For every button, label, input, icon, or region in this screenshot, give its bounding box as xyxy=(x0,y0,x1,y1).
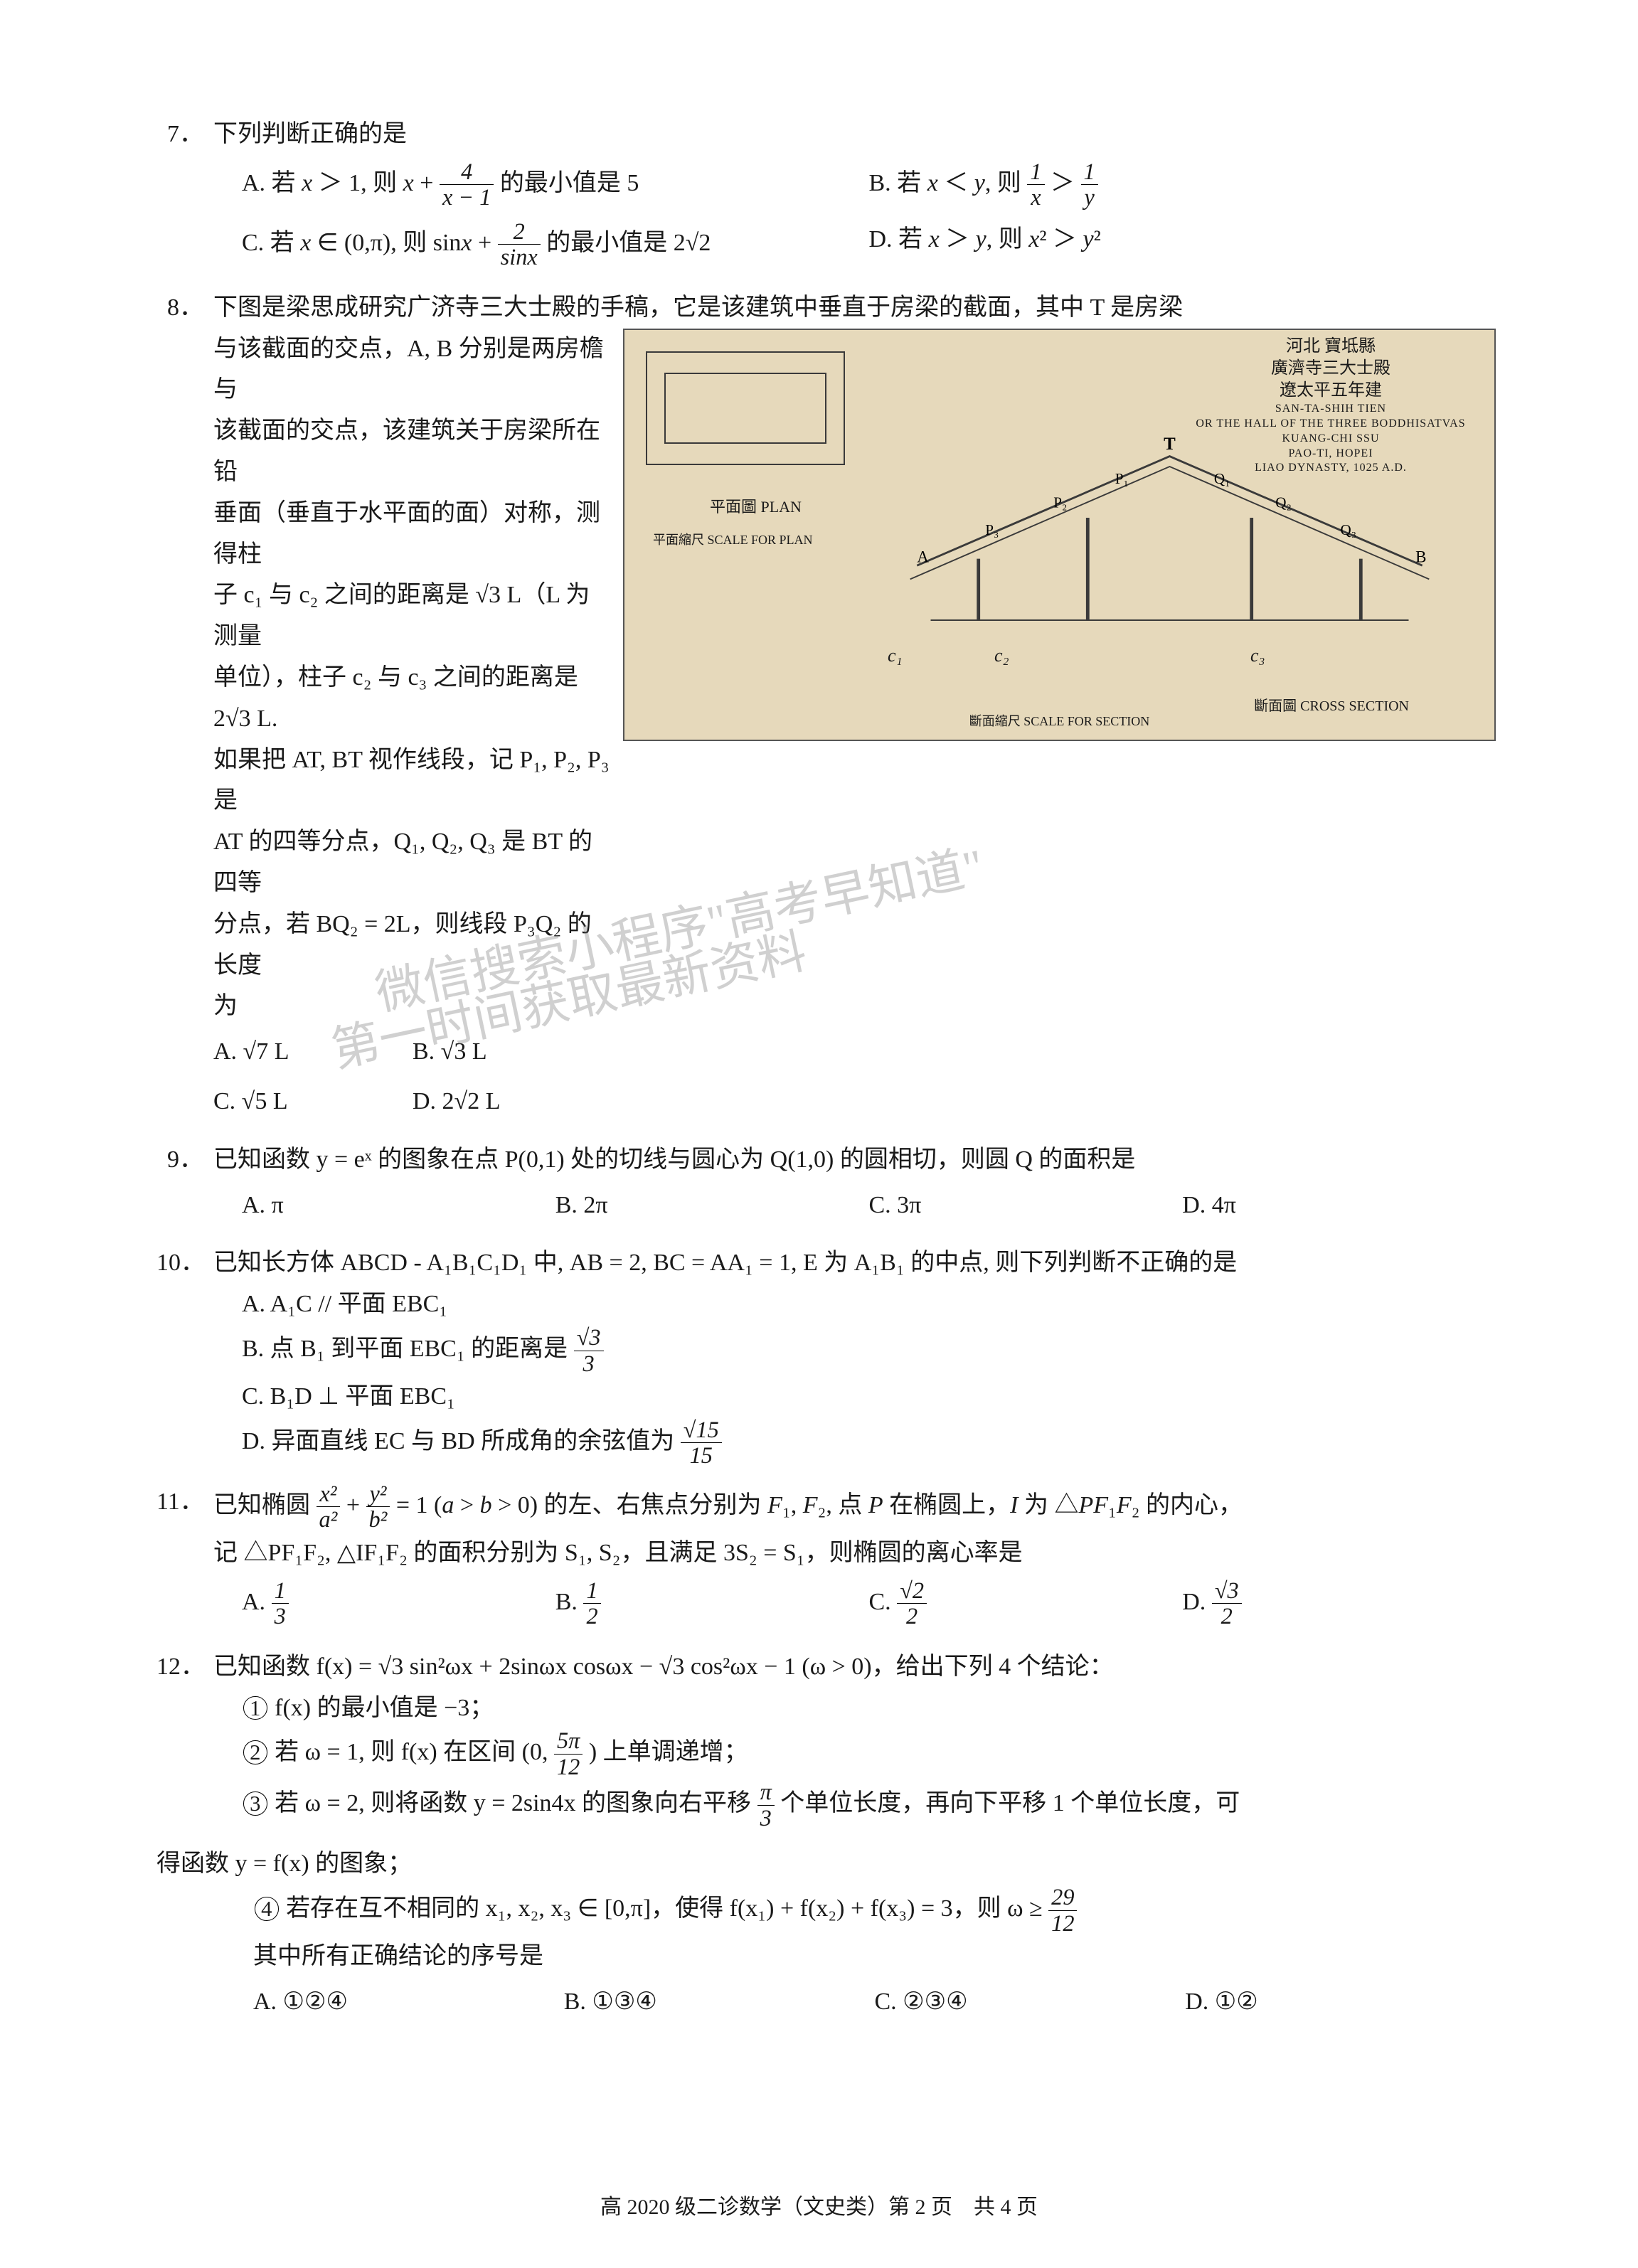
q9-stem: 已知函数 y = eˣ 的图象在点 P(0,1) 处的切线与圆心为 Q(1,0)… xyxy=(213,1139,1496,1181)
q11-opt-b: B. 12 xyxy=(555,1574,869,1634)
q7-number: 7． xyxy=(156,114,213,275)
q7-stem: 下列判断正确的是 xyxy=(213,114,1496,155)
question-12: 12． 已知函数 f(x) = √3 sin²ωx + 2sinωx cosωx… xyxy=(156,1646,1496,1831)
plan-label: 平面圖 PLAN xyxy=(710,494,802,520)
scale-cross-label: 斷面縮尺 SCALE FOR SECTION xyxy=(969,710,1150,733)
svg-text:B: B xyxy=(1415,547,1426,565)
q11-opt-c: C. √22 xyxy=(869,1574,1183,1634)
q10-number: 10． xyxy=(156,1242,213,1468)
q7-opt-a: A. 若 x ＞ 1, 则 x + 4x − 1 的最小值是 5 xyxy=(242,155,869,215)
q11-number: 11． xyxy=(156,1481,213,1634)
cross-section-drawing: T A B P₃ P₂ P₁ Q₁ Q₂ Q₃ xyxy=(866,415,1473,654)
q11-stem: 已知椭圆 x²a² + y²b² = 1 (a > b > 0) 的左、右焦点分… xyxy=(213,1481,1496,1533)
q12-opt-d: D. ①② xyxy=(1185,1977,1496,2027)
svg-text:Q₂: Q₂ xyxy=(1275,494,1292,511)
cross-label: 斷面圖 CROSS SECTION xyxy=(1254,694,1409,718)
svg-text:Q₃: Q₃ xyxy=(1341,521,1357,538)
q11-opt-a: A. 13 xyxy=(242,1574,555,1634)
q8-stem-line1: 下图是梁思成研究广济寺三大士殿的手稿，它是该建筑中垂直于房梁的截面，其中 T 是… xyxy=(213,287,1496,329)
q8-opt-d: D. 2√2 L xyxy=(413,1077,612,1127)
svg-text:P₃: P₃ xyxy=(985,521,999,538)
column-c2: c₂ xyxy=(994,640,1009,671)
q10-opt-c: C. B₁D ⊥ 平面 EBC₁ xyxy=(213,1376,1496,1417)
svg-text:P₂: P₂ xyxy=(1053,494,1067,511)
question-10: 10． 已知长方体 ABCD - A₁B₁C₁D₁ 中, AB = 2, BC … xyxy=(156,1242,1496,1468)
svg-text:T: T xyxy=(1164,435,1176,454)
q8-figure: 河北 寶坻縣廣濟寺三大士殿遼太平五年建 SAN-TA-SHIH TIENOR T… xyxy=(623,329,1496,741)
q8-l9: 为 xyxy=(213,986,612,1027)
q12-ask: 其中所有正确结论的序号是 xyxy=(156,1936,1496,1977)
q11-stem-l2: 记 △PF₁F₂, △IF₁F₂ 的面积分别为 S₁, S₂，且满足 3S₂ =… xyxy=(213,1533,1496,1574)
q10-opt-d: D. 异面直线 EC 与 BD 所成角的余弦值为 √1515 xyxy=(213,1417,1496,1469)
q9-opt-d: D. 4π xyxy=(1182,1181,1496,1230)
q8-text-block: 与该截面的交点，A, B 分别是两房檐与 该截面的交点，该建筑关于房梁所在铅 垂… xyxy=(213,329,612,1127)
q10-opt-b: B. 点 B₁ 到平面 EBC₁ 的距离是 √33 xyxy=(213,1325,1496,1376)
question-7: 7． 下列判断正确的是 A. 若 x ＞ 1, 则 x + 4x − 1 的最小… xyxy=(156,114,1496,275)
page-footer: 高 2020 级二诊数学（文史类）第 2 页 共 4 页 xyxy=(0,2189,1638,2225)
q8-opt-c: C. √5 L xyxy=(213,1077,413,1127)
q12-opt-c: C. ②③④ xyxy=(875,1977,1186,2027)
q8-l3: 垂面（垂直于水平面的面）对称，测得柱 xyxy=(213,493,612,575)
q9-opt-b: B. 2π xyxy=(555,1181,869,1230)
scale-plan-label: 平面縮尺 SCALE FOR PLAN xyxy=(653,529,813,551)
column-c3: c₃ xyxy=(1250,640,1265,671)
q12-opt-b: B. ①③④ xyxy=(564,1977,875,2027)
q8-number: 8． xyxy=(156,287,213,1127)
q11-opt-d: D. √32 xyxy=(1182,1574,1496,1634)
q8-l2: 该截面的交点，该建筑关于房梁所在铅 xyxy=(213,410,612,493)
roof-svg: T A B P₃ P₂ P₁ Q₁ Q₂ Q₃ xyxy=(866,415,1473,654)
q10-stem: 已知长方体 ABCD - A₁B₁C₁D₁ 中, AB = 2, BC = AA… xyxy=(213,1242,1496,1284)
q8-l4: 子 c₁ 与 c₂ 之间的距离是 √3 L（L 为测量 xyxy=(213,575,612,657)
q8-l1: 与该截面的交点，A, B 分别是两房檐与 xyxy=(213,329,612,411)
svg-text:A: A xyxy=(917,547,929,565)
column-c1: c₁ xyxy=(888,640,903,671)
q12-p3: 3 若 ω = 2, 则将函数 y = 2sin4x 的图象向右平移 π3 个单… xyxy=(213,1779,1496,1831)
plan-outline xyxy=(646,351,845,465)
q9-number: 9． xyxy=(156,1139,213,1230)
q12-number: 12． xyxy=(156,1646,213,1831)
q12-opt-a: A. ①②④ xyxy=(253,1977,564,2027)
exam-page: 7． 下列判断正确的是 A. 若 x ＞ 1, 则 x + 4x − 1 的最小… xyxy=(0,0,1638,2268)
q7-opt-c: C. 若 x ∈ (0,π), 则 sinx + 2sinx 的最小值是 2√2 xyxy=(242,215,869,275)
q9-opt-a: A. π xyxy=(242,1181,555,1230)
q7-opt-b: B. 若 x ＜ y, 则 1x ＞ 1y xyxy=(869,155,1496,215)
question-8: 8． 下图是梁思成研究广济寺三大士殿的手稿，它是该建筑中垂直于房梁的截面，其中 … xyxy=(156,287,1496,1127)
question-11: 11． 已知椭圆 x²a² + y²b² = 1 (a > b > 0) 的左、… xyxy=(156,1481,1496,1634)
svg-text:Q₁: Q₁ xyxy=(1214,470,1230,487)
svg-text:P₁: P₁ xyxy=(1115,470,1129,487)
q9-opt-c: C. 3π xyxy=(869,1181,1183,1230)
q12-stem: 已知函数 f(x) = √3 sin²ωx + 2sinωx cosωx − √… xyxy=(213,1646,1496,1688)
q8-l8: 分点，若 BQ₂ = 2L，则线段 P₃Q₂ 的长度 xyxy=(213,904,612,986)
q8-l5: 单位），柱子 c₂ 与 c₃ 之间的距离是 2√3 L. xyxy=(213,657,612,740)
q8-opt-a: A. √7 L xyxy=(213,1027,413,1077)
q12-p4: 4 若存在互不相同的 x₁, x₂, x₃ ∈ [0,π]，使得 f(x₁) +… xyxy=(156,1885,1496,1936)
q12-p3-l2: 得函数 y = f(x) 的图象； xyxy=(156,1843,1496,1885)
q8-opt-b: B. √3 L xyxy=(413,1027,612,1077)
q12-p1: 1 f(x) 的最小值是 −3； xyxy=(213,1688,1496,1729)
q12-p2: 2 若 ω = 1, 则 f(x) 在区间 (0, 5π12 ) 上单调递增； xyxy=(213,1728,1496,1779)
q8-l7: AT 的四等分点，Q₁, Q₂, Q₃ 是 BT 的四等 xyxy=(213,821,612,904)
q10-opt-a: A. A₁C // 平面 EBC₁ xyxy=(213,1284,1496,1325)
q8-l6: 如果把 AT, BT 视作线段，记 P₁, P₂, P₃ 是 xyxy=(213,740,612,822)
plan-inner xyxy=(664,373,826,444)
q7-opt-d: D. 若 x ＞ y, 则 x² ＞ y² xyxy=(869,215,1496,275)
question-9: 9． 已知函数 y = eˣ 的图象在点 P(0,1) 处的切线与圆心为 Q(1… xyxy=(156,1139,1496,1230)
